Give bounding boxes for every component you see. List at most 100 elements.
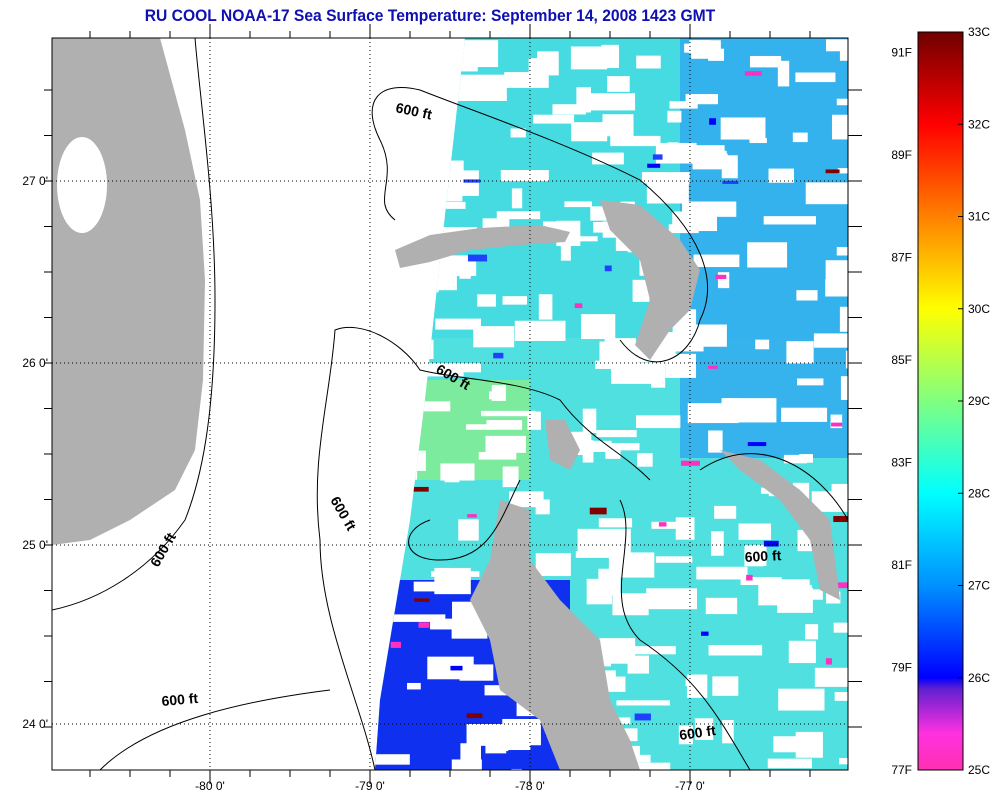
cloud-patch (482, 218, 510, 229)
cloud-patch (758, 579, 810, 606)
cloud-patch (489, 391, 503, 400)
berry-islands-land (545, 420, 580, 470)
cloud-patch (403, 156, 419, 175)
sst-pixel (647, 163, 661, 168)
cloud-patch (564, 201, 592, 208)
cloud-patch (478, 451, 517, 460)
sst-pixel (658, 522, 667, 527)
sst-pixel (604, 265, 612, 272)
contour-label: 600 ft (327, 494, 359, 534)
cloud-patch (805, 624, 819, 640)
cloud-patch (777, 60, 790, 87)
contour-label: 600 ft (147, 530, 179, 570)
colorbar (917, 31, 964, 771)
cloud-patch (669, 101, 698, 109)
cloud-patch (631, 762, 671, 770)
cloud-patch (813, 333, 848, 348)
cloud-patch (839, 41, 848, 61)
sst-pixel (747, 442, 767, 447)
cloud-patch (413, 581, 458, 592)
cloud-patch (542, 221, 564, 231)
lat-tick-label: 25 0' (22, 538, 48, 552)
cloud-patch (627, 646, 676, 655)
cloud-patch (533, 114, 575, 124)
colorbar-celsius-label: 33C (968, 25, 990, 39)
sst-pixel (701, 631, 709, 636)
cloud-patch (792, 132, 808, 143)
sst-pixel (831, 422, 843, 427)
cloud-patch (796, 290, 818, 301)
cloud-patch (655, 556, 693, 563)
cloud-patch (580, 314, 616, 340)
cloud-patch (825, 260, 848, 280)
cloud-patch (831, 114, 848, 140)
abaco-land (600, 200, 700, 360)
cloud-patch (705, 597, 738, 615)
sst-pixel (406, 200, 415, 205)
cloud-patch (511, 188, 523, 209)
cloud-patch (394, 308, 426, 335)
lon-tick-label: -79 0' (355, 779, 385, 793)
cloud-patch (693, 254, 740, 268)
cloud-patch (788, 640, 816, 664)
cloud-patch (435, 201, 466, 209)
cloud-patch (825, 279, 848, 297)
lake-okeechobee (57, 137, 107, 233)
cloud-patch (510, 128, 526, 138)
cloud-patch (560, 245, 571, 261)
cloud-patch (708, 645, 763, 656)
sst-pixel (467, 254, 488, 262)
land-masses (52, 38, 840, 770)
cloud-patch (825, 39, 848, 52)
cloud-patch (390, 614, 446, 622)
cloud-patch (781, 407, 828, 422)
cloud-patch (588, 443, 640, 451)
cloud-patch (421, 401, 451, 412)
cloud-patch (466, 424, 491, 430)
cloud-patch (537, 51, 559, 76)
cloud-patch (394, 295, 421, 323)
cloud-patch (407, 682, 421, 690)
cloud-patch (755, 339, 770, 350)
cloud-patch (806, 589, 823, 600)
cloud-patch (424, 278, 439, 293)
cloud-patch (577, 528, 631, 554)
sst-pixel (722, 180, 739, 184)
cloud-patch (786, 341, 814, 364)
cloud-patch (598, 568, 621, 596)
cloud-patch (749, 55, 782, 68)
contour-label: 600 ft (161, 690, 199, 709)
cloud-patch (714, 505, 737, 519)
eleuthera-land (720, 450, 840, 600)
cloud-patch (636, 55, 661, 69)
cloud-patch (458, 519, 479, 541)
cloud-patch (379, 286, 396, 304)
cloud-patch (837, 168, 848, 174)
cloud-patch (610, 135, 661, 147)
sst-pixel (410, 486, 429, 492)
sst-pixel (450, 665, 463, 671)
cloud-patch (607, 76, 630, 92)
sst-pixel (708, 365, 718, 369)
cloud-patch (480, 410, 536, 417)
cloud-patch (375, 394, 401, 400)
cloud-patch (605, 448, 621, 459)
cloud-patch (773, 736, 802, 753)
cloud-patch (392, 339, 434, 360)
cloud-patch (509, 491, 544, 508)
cloud-patch (833, 622, 848, 633)
cloud-patch (473, 326, 515, 348)
cloud-patch (627, 655, 649, 674)
lat-tick-label: 27 0' (22, 174, 48, 188)
colorbar-fahrenheit-label: 77F (891, 763, 912, 777)
sst-pixel (825, 169, 840, 174)
cloud-patch (384, 450, 426, 471)
cloud-patch (500, 741, 531, 751)
cloud-patch (674, 328, 722, 336)
cloud-patch (708, 430, 723, 453)
cloud-patch (749, 138, 767, 144)
cloud-patch (738, 523, 772, 540)
cloud-patch (678, 725, 693, 745)
colorbar-fahrenheit-label: 85F (891, 353, 912, 367)
sst-pixel (574, 303, 583, 309)
